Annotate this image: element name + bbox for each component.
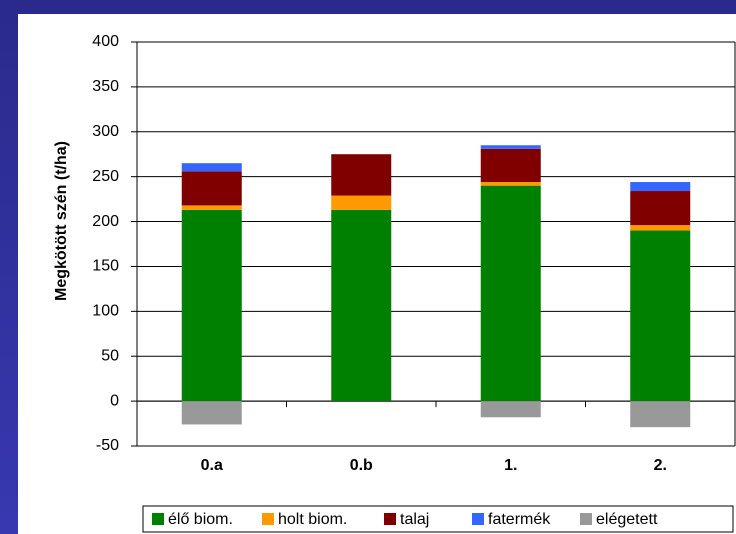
bar-segment — [630, 401, 691, 428]
bar-segment — [181, 163, 242, 172]
y-tick-label: 0 — [110, 392, 119, 409]
bar-segment — [181, 205, 242, 210]
y-tick-label: 300 — [92, 123, 119, 140]
bar-segment — [480, 401, 541, 418]
legend-box — [142, 505, 734, 533]
y-tick-label: 250 — [92, 168, 119, 185]
legend-swatch — [152, 513, 164, 525]
bar-segment — [331, 209, 392, 402]
y-tick-label: 350 — [92, 78, 119, 95]
y-axis-label: Megkötött szén (t/ha) — [53, 141, 70, 301]
y-tick-label: 200 — [92, 213, 119, 230]
legend-label: élő biom. — [168, 511, 233, 528]
bar-segment — [480, 185, 541, 402]
bar-segment — [630, 225, 691, 231]
legend-swatch — [472, 513, 484, 525]
y-tick-label: 400 — [92, 33, 119, 50]
bar-segment — [480, 145, 541, 149]
bar-segment — [480, 182, 541, 186]
x-tick-label: 0.b — [350, 457, 373, 474]
y-tick-label: 150 — [92, 258, 119, 275]
y-tick-label: 100 — [92, 303, 119, 320]
x-tick-label: 2. — [654, 457, 667, 474]
x-tick-label: 1. — [504, 457, 517, 474]
bar-segment — [630, 191, 691, 226]
bar-segment — [630, 182, 691, 192]
bar-segment — [181, 209, 242, 402]
bar-segment — [181, 401, 242, 425]
legend-label: fatermék — [488, 511, 551, 528]
bar-segment — [480, 148, 541, 183]
bar-segment — [331, 154, 392, 196]
y-tick-label: -50 — [96, 437, 119, 454]
bar-segment — [331, 195, 392, 210]
legend-swatch — [262, 513, 274, 525]
y-tick-label: 50 — [101, 347, 119, 364]
legend-label: talaj — [400, 511, 429, 528]
legend-swatch — [384, 513, 396, 525]
x-tick-label: 0.a — [201, 457, 223, 474]
legend-label: elégetett — [596, 511, 658, 528]
bar-segment — [181, 171, 242, 206]
bar-segment — [630, 230, 691, 402]
legend-label: holt biom. — [278, 511, 347, 528]
legend-swatch — [580, 513, 592, 525]
